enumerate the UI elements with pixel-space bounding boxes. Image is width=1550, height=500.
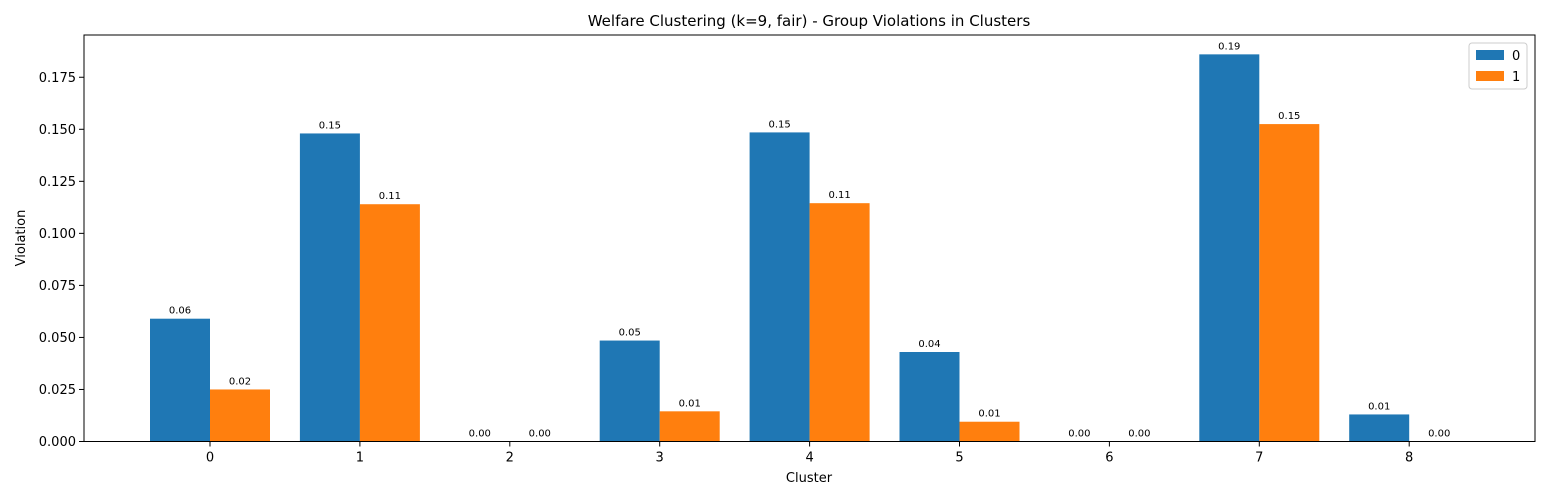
legend: 01 [1468,42,1528,90]
plot-area: 0.0000.0250.0500.0750.1000.1250.1500.175… [39,41,1451,465]
legend-label: 0 [1512,49,1520,64]
x-tick-label: 6 [1105,451,1113,466]
bar-series-0 [1199,54,1260,442]
legend-label: 1 [1512,70,1520,85]
y-tick-label: 0.175 [39,71,76,86]
bar-value-label: 0.15 [319,120,341,131]
bar-series-0 [599,340,660,442]
legend-swatch [1476,71,1504,81]
y-tick-label: 0.100 [39,227,76,242]
x-axis-title: Cluster [786,471,833,486]
bar-series-0 [899,351,960,442]
bar-series-1 [210,389,270,442]
x-tick-label: 7 [1255,451,1263,466]
bar-value-label: 0.01 [1368,401,1390,412]
plot-frame [83,34,1536,442]
bar-series-1 [809,203,870,442]
bar-value-label: 0.01 [978,409,1000,420]
bar-series-1 [359,204,420,442]
bar-value-label: 0.11 [828,190,850,201]
x-tick-label: 1 [356,451,364,466]
x-tick-label: 2 [506,451,514,466]
bar-value-label: 0.02 [229,376,251,387]
bar-value-label: 0.01 [679,398,701,409]
y-tick-label: 0.025 [39,383,76,398]
bar-value-label: 0.00 [469,429,491,440]
x-tick-label: 8 [1405,451,1413,466]
bar-series-0 [749,132,810,442]
y-tick-label: 0.150 [39,123,76,138]
bar-value-label: 0.00 [1428,429,1450,440]
y-tick-label: 0.000 [39,435,76,450]
bar-series-1 [659,411,720,442]
bar-value-label: 0.06 [169,306,191,317]
x-tick-label: 5 [955,451,963,466]
bar-series-1 [959,421,1020,442]
x-tick-label: 3 [656,451,664,466]
bar-value-label: 0.00 [1068,429,1090,440]
bar-value-label: 0.11 [379,191,401,202]
legend-swatch [1476,50,1504,60]
y-tick-label: 0.125 [39,175,76,190]
y-tick-label: 0.050 [39,331,76,346]
bar-series-1 [1259,124,1320,442]
y-tick-label: 0.075 [39,279,76,294]
bar-series-0 [150,318,210,442]
chart-title: Welfare Clustering (k=9, fair) - Group V… [588,12,1031,30]
x-tick-label: 0 [206,451,214,466]
y-axis-title: Violation [14,210,29,267]
bar-series-0 [299,133,360,442]
bar-series-0 [1349,414,1410,442]
bar-value-label: 0.04 [918,339,940,350]
bar-value-label: 0.00 [1128,429,1150,440]
bar-value-label: 0.05 [619,328,641,339]
bar-value-label: 0.00 [529,429,551,440]
bar-value-label: 0.15 [1278,111,1300,122]
bar-value-label: 0.15 [768,119,790,130]
x-tick-label: 4 [805,451,813,466]
bar-value-label: 0.19 [1218,41,1240,52]
